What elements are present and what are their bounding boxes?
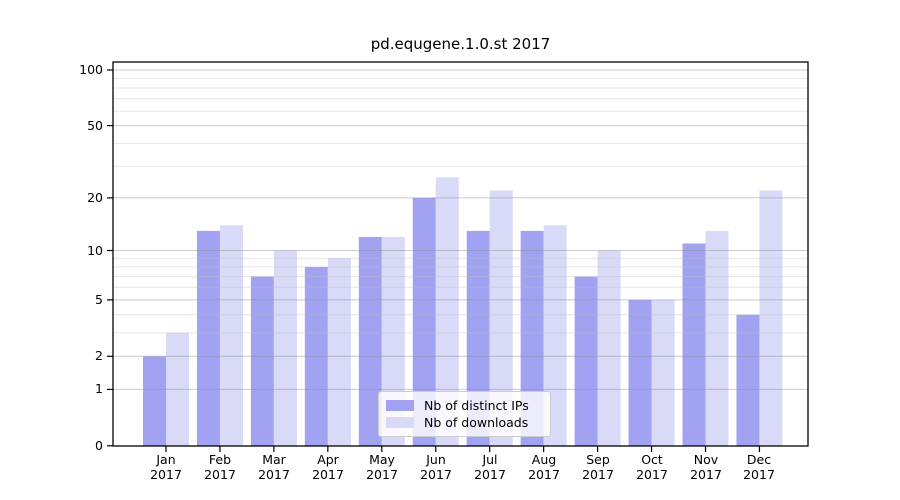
x-tick-label-jul: Jul 2017: [474, 452, 506, 482]
bar-distinct-ips-nov: [682, 243, 706, 446]
bar-distinct-ips-apr: [304, 266, 328, 446]
bar-distinct-ips-dec: [736, 314, 760, 446]
bar-downloads-nov: [705, 230, 729, 446]
bar-downloads-feb: [219, 225, 243, 446]
bar-distinct-ips-jun: [412, 197, 436, 446]
bar-downloads-aug: [543, 225, 567, 446]
bar-downloads-jan: [166, 332, 189, 446]
x-tick-label-dec: Dec 2017: [743, 452, 775, 482]
bar-downloads-dec: [759, 190, 783, 446]
bar-downloads-mar: [273, 250, 297, 446]
bar-downloads-jul: [489, 190, 513, 446]
y-tick-label: 2: [95, 348, 103, 363]
y-tick-label: 5: [95, 292, 103, 307]
bar-distinct-ips-oct: [628, 299, 652, 446]
bar-distinct-ips-feb: [196, 230, 220, 446]
legend-label-downloads: Nb of downloads: [424, 415, 529, 430]
y-tick-label: 50: [87, 118, 103, 133]
x-tick-label-oct: Oct 2017: [636, 452, 668, 482]
x-tick-label-may: May 2017: [366, 452, 398, 482]
x-tick-label-mar: Mar 2017: [258, 452, 290, 482]
y-tick-label: 100: [79, 62, 103, 77]
legend-item-distinct-ips: Nb of distinct IPs: [386, 397, 542, 414]
bar-distinct-ips-jan: [143, 356, 166, 446]
bar-downloads-apr: [327, 258, 351, 446]
x-tick-label-nov: Nov 2017: [690, 452, 722, 482]
legend: Nb of distinct IPs Nb of downloads: [378, 391, 551, 437]
bar-downloads-sep: [597, 250, 621, 446]
legend-swatch-downloads: [386, 417, 414, 428]
bar-downloads-oct: [651, 299, 675, 446]
x-tick-label-sep: Sep 2017: [582, 452, 614, 482]
legend-label-distinct-ips: Nb of distinct IPs: [424, 398, 529, 413]
plot-frame: [112, 61, 809, 447]
x-tick-label-aug: Aug 2017: [528, 452, 560, 482]
legend-swatch-distinct-ips: [386, 400, 414, 411]
y-tick-label: 1: [95, 381, 103, 396]
x-tick-label-feb: Feb 2017: [204, 452, 236, 482]
y-tick-label: 20: [87, 190, 103, 205]
x-tick-label-jun: Jun 2017: [420, 452, 452, 482]
legend-item-downloads: Nb of downloads: [386, 414, 542, 431]
x-tick-label-jan: Jan 2017: [150, 452, 182, 482]
y-tick-label: 0: [95, 438, 103, 453]
bar-distinct-ips-may: [358, 236, 382, 446]
y-tick-label: 10: [87, 243, 103, 258]
bar-distinct-ips-sep: [574, 276, 598, 446]
bar-distinct-ips-mar: [250, 276, 274, 446]
x-tick-label-apr: Apr 2017: [312, 452, 344, 482]
bar-downloads-jun: [435, 177, 459, 446]
chart-title: pd.equgene.1.0.st 2017: [370, 35, 551, 53]
